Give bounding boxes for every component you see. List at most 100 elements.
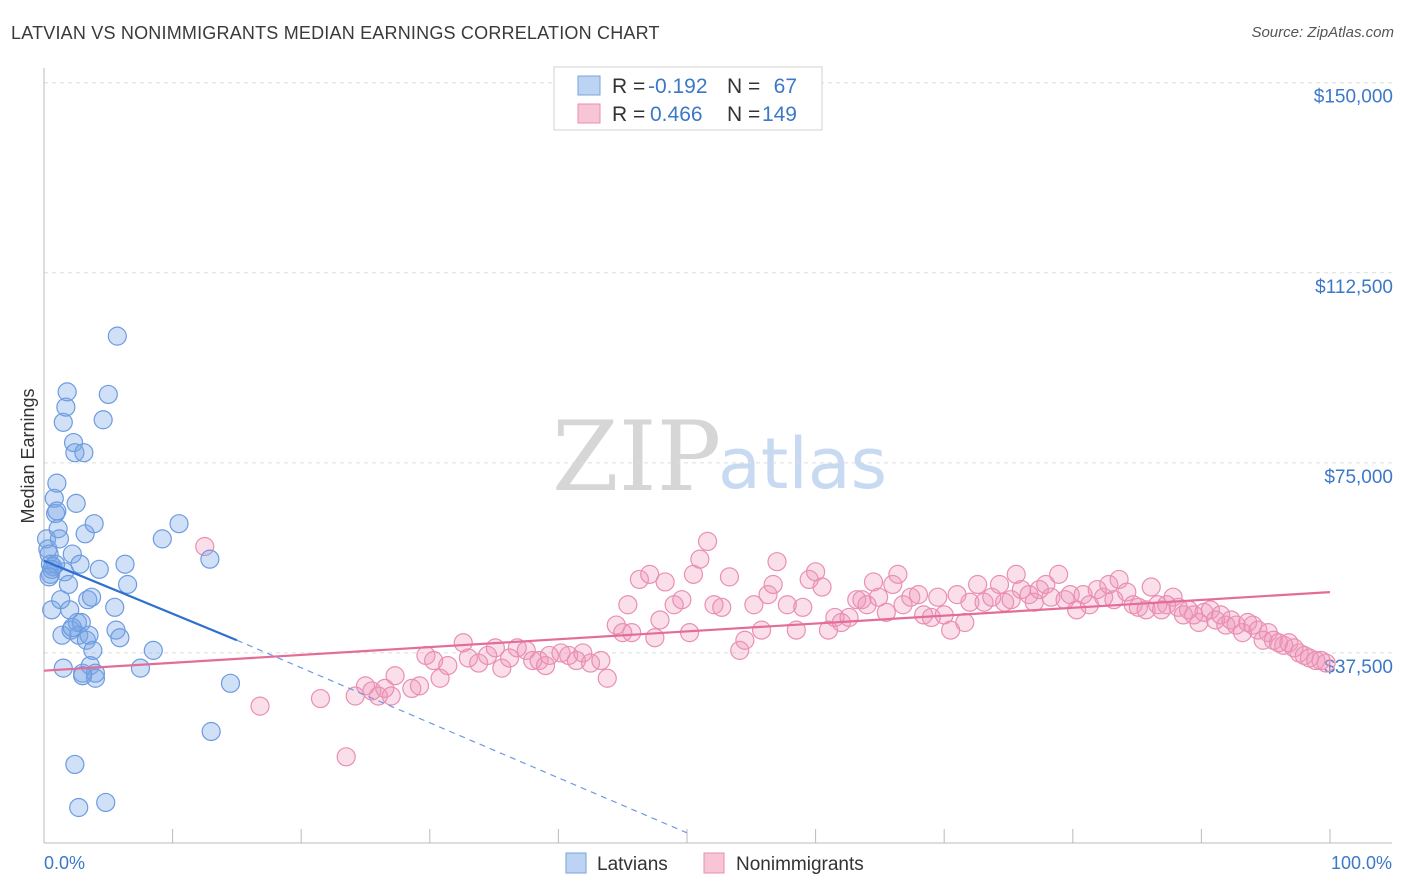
nonimmigrants-point-136	[1232, 623, 1253, 643]
latvians-point-53	[200, 549, 220, 569]
nonimmigrants-n-label: N =	[727, 103, 760, 126]
nonimmigrants-point-32	[566, 650, 587, 671]
nonimmigrants-point-39	[618, 595, 638, 615]
y-tick-labels: $37,500 $75,000 $112,500 $150,000	[1314, 87, 1393, 678]
latvians-point-46	[110, 628, 130, 648]
nonimmigrants-point-14	[424, 650, 444, 671]
latvians-point-42	[98, 384, 118, 405]
bottom-nonimmigrants-label: Nonimmigrants	[736, 854, 864, 875]
bottom-legend: Latvians Nonimmigrants	[565, 852, 864, 875]
nonimmigrants-point-101	[1029, 579, 1049, 600]
latvians-point-48	[117, 574, 138, 595]
y-tick-label-3: $150,000	[1314, 87, 1393, 108]
nonimmigrants-point-42	[640, 564, 660, 584]
nonimmigrants-point-79	[888, 564, 908, 584]
nonimmigrants-point-60	[763, 574, 783, 595]
latvians-point-54	[220, 673, 241, 693]
nonimmigrants-point-22	[492, 658, 512, 678]
nonimmigrants-point-10	[385, 666, 405, 686]
nonimmigrants-point-135	[1226, 615, 1246, 635]
latvians-point-52	[169, 514, 189, 534]
nonimmigrants-point-23	[499, 648, 520, 668]
nonimmigrants-point-41	[629, 569, 650, 590]
nonimmigrants-point-52	[704, 595, 724, 615]
nonimmigrants-point-115	[1117, 582, 1137, 602]
latvians-point-55	[201, 721, 221, 742]
x-tick-label-max: 100.0%	[1331, 853, 1392, 873]
nonimmigrants-point-59	[758, 585, 778, 605]
nonimmigrants-point-118	[1136, 600, 1156, 620]
nonimmigrants-point-94	[989, 574, 1010, 595]
nonimmigrants-point-56	[735, 630, 755, 650]
latvians-point-47	[115, 554, 135, 574]
y-tick-label-0: $37,500	[1324, 657, 1393, 678]
nonimmigrants-point-152	[1316, 653, 1336, 673]
nonimmigrants-point-58	[751, 620, 772, 640]
nonimmigrants-point-103	[1041, 587, 1061, 607]
nonimmigrants-point-72	[847, 590, 867, 610]
latvians-point-7	[44, 488, 64, 508]
nonimmigrants-point-151	[1311, 650, 1331, 671]
latvians-point-58	[69, 797, 89, 818]
latvians-point-36	[81, 587, 102, 607]
nonimmigrants-point-55	[730, 640, 750, 660]
nonimmigrants-point-57	[744, 595, 764, 615]
latvians-swatch	[577, 75, 601, 96]
nonimmigrants-point-81	[901, 587, 921, 607]
latvians-point-22	[63, 432, 84, 453]
latvians-point-51	[152, 529, 172, 549]
nonimmigrants-point-90	[960, 592, 980, 612]
nonimmigrants-point-62	[777, 595, 797, 615]
nonimmigrants-point-143	[1268, 633, 1289, 653]
watermark-atlas: atlas	[718, 423, 887, 505]
nonimmigrants-r-label: R =	[612, 103, 645, 126]
nonimmigrants-point-44	[650, 610, 670, 630]
nonimmigrants-point-76	[869, 587, 889, 607]
nonimmigrants-point-18	[458, 648, 478, 668]
nonimmigrants-point-78	[883, 574, 903, 595]
nonimmigrants-point-16	[438, 655, 458, 676]
nonimmigrants-point-96	[1001, 590, 1021, 610]
nonimmigrants-point-40	[622, 623, 642, 643]
nonimmigrants-point-80	[893, 595, 913, 615]
nonimmigrants-point-61	[767, 552, 787, 572]
latvians-point-43	[105, 597, 125, 617]
bottom-nonimmigrants-swatch	[703, 852, 725, 874]
nonimmigrants-point-54	[719, 567, 740, 587]
latvians-point-18	[58, 574, 79, 595]
nonimmigrants-point-67	[812, 577, 832, 597]
bottom-latvians-swatch	[565, 852, 587, 874]
nonimmigrants-point-27	[529, 650, 549, 671]
source-label: Source: ZipAtlas.com	[1251, 24, 1394, 41]
nonimmigrants-point-83	[914, 605, 934, 625]
latvians-n-value: 67	[774, 75, 797, 98]
nonimmigrants-point-147	[1289, 643, 1309, 663]
top-legend: R = -0.192 N = 67 R = 0.466 N = 149	[553, 66, 823, 131]
watermark-zip: ZIP	[552, 401, 721, 513]
nonimmigrants-point-11	[402, 678, 422, 699]
latvians-point-16	[56, 397, 76, 417]
nonimmigrants-point-132	[1211, 605, 1231, 625]
nonimmigrants-point-122	[1157, 595, 1177, 615]
nonimmigrants-point-108	[1073, 585, 1093, 605]
latvians-point-27	[70, 554, 90, 574]
nonimmigrants-point-142	[1263, 630, 1284, 650]
nonimmigrants-point-97	[1006, 564, 1026, 584]
latvians-r-value: -0.192	[648, 75, 708, 98]
nonimmigrants-point-3	[336, 747, 356, 767]
latvians-point-34	[79, 625, 99, 645]
nonimmigrants-point-85	[928, 587, 948, 607]
latvians-point-56	[65, 754, 85, 775]
latvians-r-label: R =	[612, 75, 645, 98]
nonimmigrants-point-12	[409, 676, 430, 696]
latvians-point-57	[96, 792, 116, 813]
nonimmigrants-point-0	[195, 536, 215, 557]
latvians-point-38	[84, 514, 104, 534]
nonimmigrants-point-28	[535, 655, 556, 676]
latvians-points	[36, 326, 241, 818]
nonimmigrants-trend-line	[43, 590, 1331, 672]
chart-title: LATVIAN VS NONIMMIGRANTS MEDIAN EARNINGS…	[11, 23, 660, 43]
nonimmigrants-r-value: 0.466	[650, 103, 703, 126]
latvians-point-41	[93, 410, 113, 430]
nonimmigrants-points	[195, 531, 1336, 767]
